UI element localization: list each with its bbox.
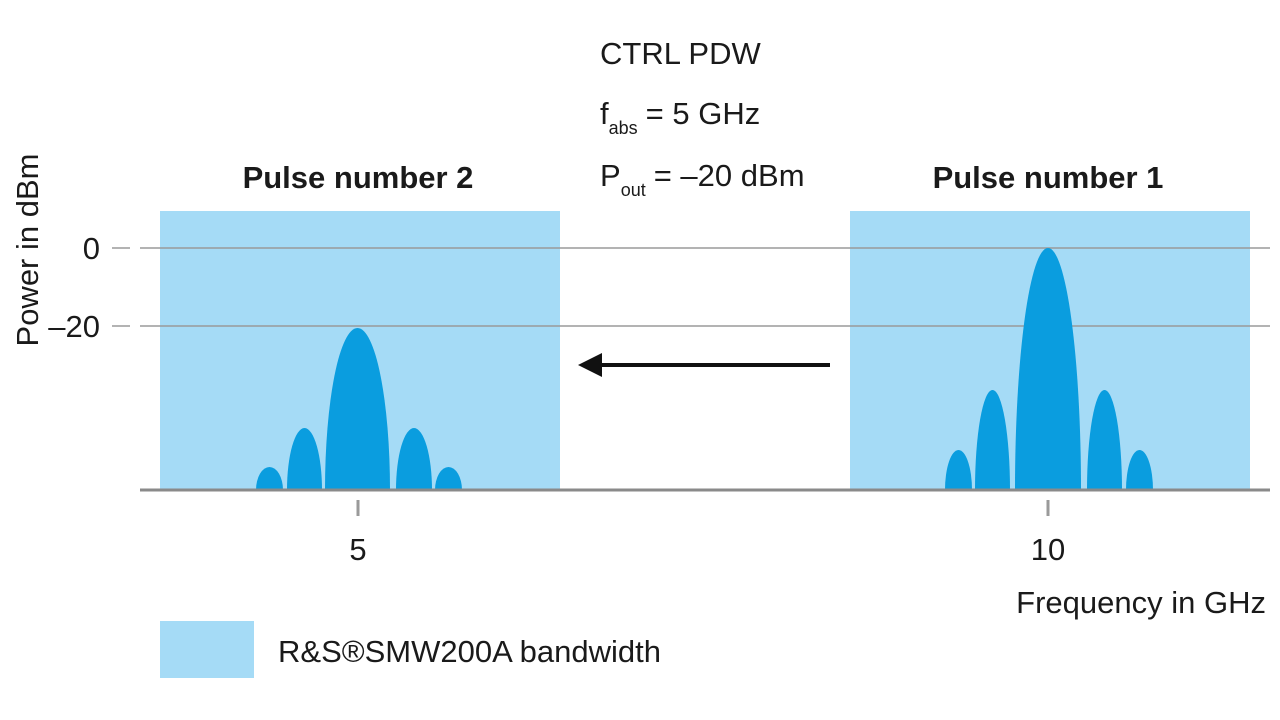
pulse-spectrum	[945, 248, 1153, 490]
legend-label: R&S®SMW200A bandwidth	[278, 634, 661, 669]
value-text: = –20 dBm	[654, 158, 805, 193]
subscript: abs	[609, 118, 638, 138]
frequency-setting: fabs = 5 GHz	[600, 96, 760, 138]
pulse-label: Pulse number 2	[243, 160, 474, 195]
y-tick-label: 0	[83, 231, 100, 266]
symbol: P	[600, 158, 621, 193]
y-tick-label: –20	[48, 309, 100, 344]
y-axis-label: Power in dBm	[10, 154, 45, 347]
x-tick-label: 10	[1031, 532, 1065, 567]
legend-swatch	[160, 621, 254, 678]
x-tick-label: 5	[349, 532, 366, 567]
control-title: CTRL PDW	[600, 36, 761, 71]
pulse-spectrum	[256, 328, 462, 490]
pulse-label: Pulse number 1	[933, 160, 1164, 195]
power-setting: Pout = –20 dBm	[600, 158, 805, 200]
arrowhead	[578, 353, 602, 377]
x-axis-label: Frequency in GHz	[1016, 585, 1266, 620]
symbol: f	[600, 96, 609, 131]
subscript: out	[621, 180, 646, 200]
value-text: = 5 GHz	[646, 96, 761, 131]
